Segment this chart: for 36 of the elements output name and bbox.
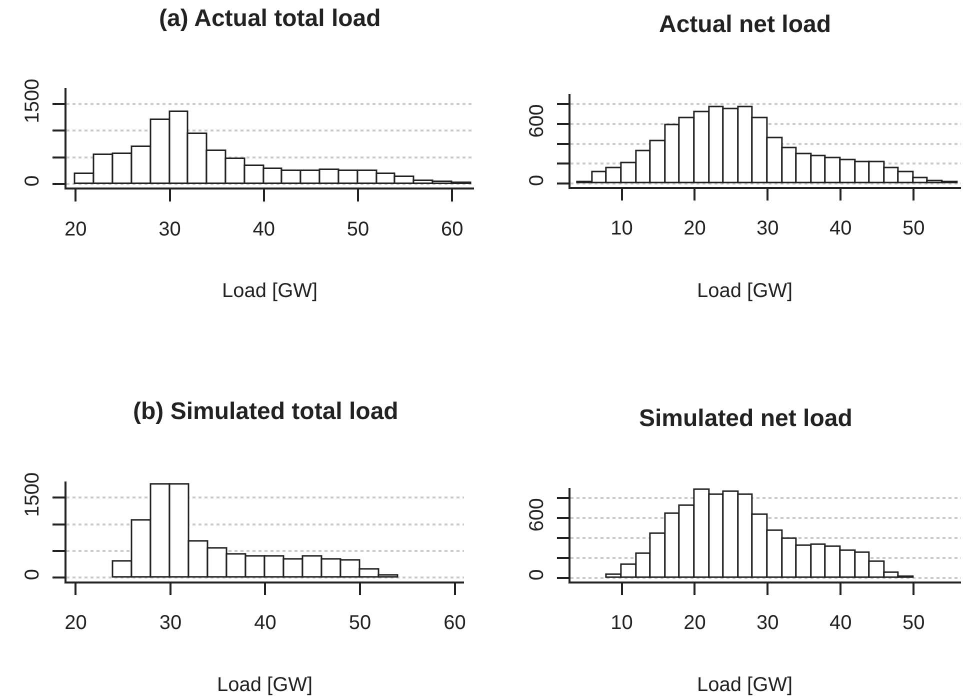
x-tick-label: 50: [348, 612, 372, 634]
y-tick-label: 1500: [22, 78, 44, 124]
y-tick-label: 0: [526, 569, 548, 580]
chart-title: Simulated net load: [639, 405, 852, 432]
x-tick-label: 20: [64, 218, 87, 240]
x-tick-label: 40: [830, 612, 852, 634]
x-tick-label: 30: [159, 612, 182, 634]
y-tick-label: 1500: [22, 472, 44, 517]
chart-title: (b) Simulated total load: [133, 398, 398, 425]
x-tick-label: 30: [158, 218, 181, 240]
x-tick-label: 30: [756, 218, 779, 240]
x-tick-label: 60: [444, 612, 466, 634]
x-tick-label: 20: [684, 218, 706, 240]
y-tick-label: 600: [526, 498, 548, 532]
x-tick-label: 50: [902, 612, 925, 634]
x-axis-title: Load [GW]: [217, 674, 313, 696]
x-axis-title: Load [GW]: [222, 280, 318, 302]
x-tick-label: 30: [756, 612, 779, 634]
x-tick-label: 20: [684, 612, 706, 634]
x-tick-label: 40: [830, 218, 852, 240]
chart-title: (a) Actual total load: [159, 5, 381, 32]
x-tick-label: 60: [441, 218, 464, 240]
y-tick-label: 0: [22, 568, 44, 580]
x-axis-title: Load [GW]: [697, 674, 793, 696]
x-tick-label: 50: [346, 218, 370, 240]
x-tick-label: 40: [254, 612, 276, 634]
x-tick-label: 20: [64, 612, 87, 634]
x-axis-title: Load [GW]: [697, 280, 793, 302]
y-tick-label: 600: [526, 104, 548, 138]
y-tick-label: 0: [526, 174, 548, 186]
x-tick-label: 50: [902, 218, 925, 240]
y-tick-label: 0: [22, 175, 44, 186]
chart-title: Actual net load: [659, 11, 832, 38]
x-tick-label: 10: [610, 218, 633, 240]
x-tick-label: 40: [252, 218, 276, 240]
x-tick-label: 10: [610, 612, 633, 634]
